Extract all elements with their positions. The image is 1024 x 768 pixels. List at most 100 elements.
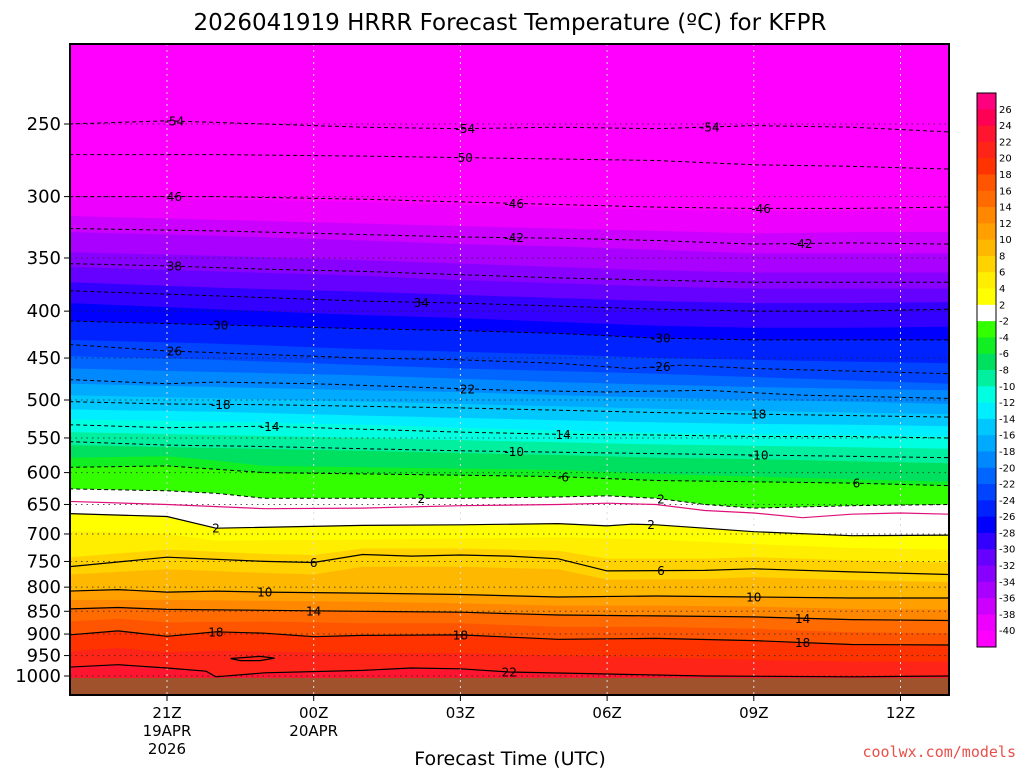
isotherm-6 — [70, 553, 949, 576]
y-tick-label-600: 600 — [27, 463, 61, 484]
isotherm-label: -54 — [455, 122, 475, 136]
isotherm-label: -54 — [700, 121, 720, 135]
x-tick-label: 12Z — [886, 704, 915, 722]
colorbar-tick-label: -30 — [999, 545, 1015, 556]
colorbar-swatch — [977, 337, 996, 355]
isotherm-label: 18 — [795, 636, 810, 650]
colorbar-swatch — [977, 190, 996, 208]
colorbar-swatch — [977, 125, 996, 143]
colorbar-tick-label: -12 — [999, 398, 1015, 409]
temperature-colorbar: 26 24 22 20 18 16 14 12 10 8 6 4 2 -2 -4 -6 -8 -10 -12 -14 -… — [976, 92, 1015, 648]
colorbar-swatch — [977, 239, 996, 257]
isotherm-label: 14 — [795, 612, 810, 626]
isotherm-minus50 — [70, 154, 949, 170]
x-axis-label: Forecast Time (UTC) — [414, 748, 605, 768]
colorbar-swatch — [977, 255, 996, 273]
x-tick-label: 2026 — [148, 740, 186, 758]
isotherm-label: 18 — [751, 408, 766, 422]
isotherm-label: 10 — [257, 586, 272, 600]
colorbar-tick-label: -2 — [999, 317, 1009, 328]
isotherm-label: 18 — [208, 625, 223, 639]
colorbar-tick-label: -22 — [999, 480, 1015, 491]
colorbar-tick-label: -6 — [999, 349, 1009, 360]
colorbar-tick-label: -38 — [999, 610, 1015, 621]
colorbar-swatch — [977, 321, 996, 338]
y-tick-label-750: 750 — [27, 551, 61, 572]
ground-layer — [70, 677, 949, 695]
colorbar-swatch — [977, 353, 996, 371]
colorbar-tick-label: -32 — [999, 561, 1015, 572]
isotherm-10 — [70, 588, 949, 599]
isotherm-minus46 — [70, 196, 949, 209]
colorbar-swatch — [977, 435, 996, 452]
colorbar-tick-label: -24 — [999, 496, 1015, 507]
colorbar-swatch — [977, 614, 996, 632]
colorbar-tick-label: 4 — [999, 284, 1005, 295]
x-tick-label: 21Z — [152, 704, 181, 722]
colorbar-swatch — [977, 581, 996, 599]
colorbar-tick-label: -40 — [999, 626, 1015, 637]
colorbar-swatch — [977, 565, 996, 583]
isotherm-14 — [70, 606, 949, 622]
x-tick-label: 09Z — [739, 704, 768, 722]
colorbar-tick-label: 2 — [999, 300, 1005, 311]
isotherm-label: 2 — [212, 522, 220, 536]
isotherm-label: -26 — [651, 360, 671, 374]
isotherm-label: 50 — [458, 151, 473, 165]
isotherm-minus42 — [70, 228, 949, 245]
colorbar-frame — [976, 92, 997, 648]
colorbar-swatch — [977, 272, 996, 290]
y-tick-label-650: 650 — [27, 494, 61, 515]
y-tick-label-500: 500 — [27, 390, 61, 411]
colorbar-swatch — [977, 418, 996, 436]
colorbar-tick-label: 14 — [999, 203, 1012, 214]
isotherm-2 — [70, 513, 949, 537]
colorbar-tick-label: 20 — [999, 154, 1012, 165]
y-tick-label-900: 900 — [27, 624, 61, 645]
colorbar-swatch — [977, 549, 996, 567]
site-credit: coolwx.com/models — [862, 743, 1016, 761]
y-tick-label-950: 950 — [27, 646, 61, 667]
colorbar-swatch — [977, 467, 996, 485]
y-tick-label-700: 700 — [27, 524, 61, 545]
y-tick-label-250: 250 — [27, 114, 61, 135]
colorbar-swatch — [977, 451, 996, 469]
y-axis-pressure-ticks: 2503003504004505005506006507007508008509… — [15, 114, 70, 687]
colorbar-tick-label: 6 — [999, 268, 1005, 279]
colorbar-swatch — [977, 223, 996, 241]
isotherm-label: 30 — [213, 318, 228, 332]
isotherm-label: -6 — [557, 470, 569, 484]
isotherm-label: 26 — [167, 345, 182, 359]
colorbar-tick-label: -8 — [999, 366, 1009, 377]
isotherm-label: 2 — [657, 492, 665, 506]
y-tick-label-350: 350 — [27, 248, 61, 269]
isotherm-minus26 — [70, 344, 949, 375]
plot-frame — [69, 43, 950, 696]
colorbar-tick-label: -16 — [999, 431, 1015, 442]
x-tick-label: 03Z — [446, 704, 475, 722]
isotherm-label: 2 — [417, 492, 425, 506]
colorbar-tick-label: -36 — [999, 594, 1015, 605]
x-tick-label: 20APR — [289, 722, 338, 740]
isotherm-label: 2 — [647, 518, 655, 532]
colorbar-swatch — [977, 484, 996, 501]
colorbar-swatch — [977, 630, 996, 648]
y-tick-label-400: 400 — [27, 301, 61, 322]
colorbar-tick-label: 22 — [999, 137, 1012, 148]
isotherm-label: -54 — [165, 115, 185, 129]
colorbar-swatch — [977, 207, 996, 224]
isotherm-minus22 — [70, 379, 949, 399]
isotherm-22 — [70, 664, 949, 678]
isotherm-label: 14 — [555, 428, 570, 442]
isotherm-label: 34 — [414, 296, 429, 310]
colorbar-tick-label: 16 — [999, 186, 1012, 197]
chart-title: 2026041919 HRRR Forecast Temperature (ºC… — [193, 10, 826, 36]
ground-surface — [70, 677, 949, 695]
isotherm-lines — [70, 120, 949, 678]
colorbar-swatch — [977, 174, 996, 192]
isotherm-label: -14 — [260, 420, 280, 434]
isotherm-label: -46 — [504, 197, 524, 211]
